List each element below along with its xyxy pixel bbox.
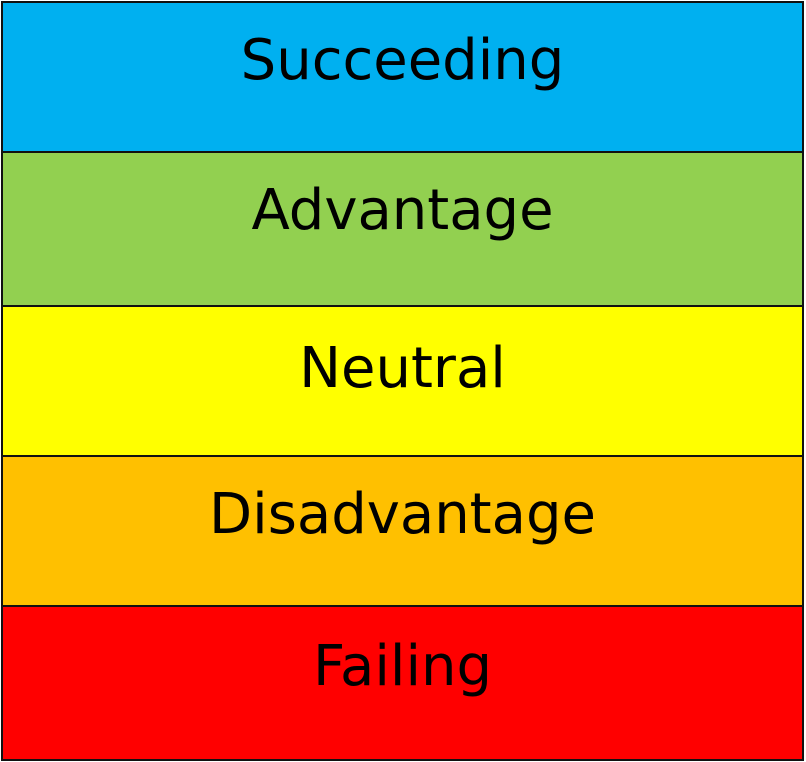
level-advantage: Advantage bbox=[1, 151, 804, 307]
level-disadvantage: Disadvantage bbox=[1, 455, 804, 607]
level-failing: Failing bbox=[1, 605, 804, 761]
level-label: Disadvantage bbox=[209, 482, 596, 547]
level-label: Advantage bbox=[251, 178, 554, 243]
level-succeeding: Succeeding bbox=[1, 1, 804, 153]
level-label: Succeeding bbox=[240, 28, 565, 93]
level-label: Failing bbox=[312, 634, 493, 699]
level-label: Neutral bbox=[299, 336, 506, 401]
level-neutral: Neutral bbox=[1, 305, 804, 457]
